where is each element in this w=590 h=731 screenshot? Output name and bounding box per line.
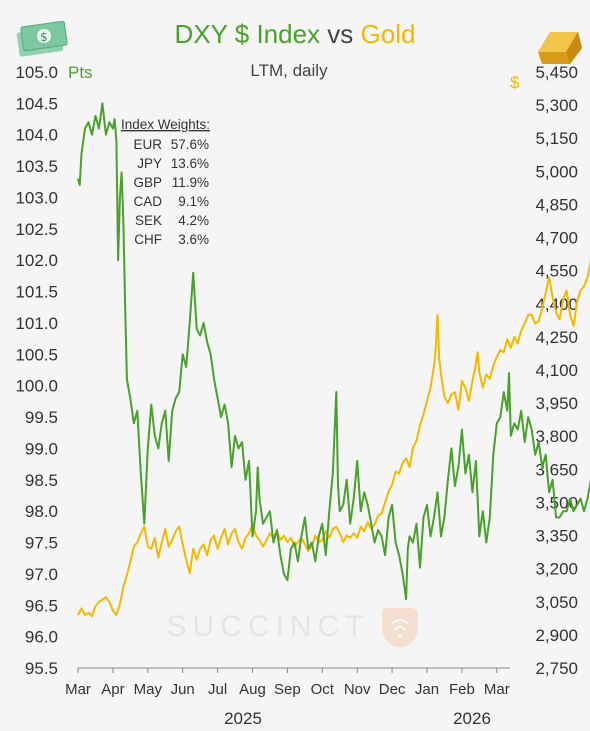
- right-tick-label: 3,950: [535, 394, 578, 413]
- x-tick-label: Dec: [379, 681, 406, 698]
- left-tick-label: 97.5: [25, 534, 58, 553]
- chart-title: DXY $ Index vs Gold: [175, 19, 416, 49]
- left-tick-label: 95.5: [25, 659, 58, 678]
- right-tick-label: 5,450: [535, 63, 578, 82]
- x-tick-label: Nov: [344, 681, 371, 698]
- left-tick-label: 104.0: [15, 126, 58, 145]
- weight-value: 3.6%: [178, 232, 209, 247]
- x-tick-label: May: [134, 681, 163, 698]
- left-tick-label: 102.0: [15, 251, 58, 270]
- gold-series-line: [77, 259, 590, 618]
- weight-code: SEK: [135, 213, 162, 228]
- x-tick-label: Aug: [239, 681, 266, 698]
- series-layer: [77, 102, 590, 618]
- left-tick-label: 101.0: [15, 314, 58, 333]
- left-tick-label: 104.5: [15, 94, 58, 113]
- chart-subtitle: LTM, daily: [250, 61, 328, 80]
- title-gold: Gold: [361, 19, 416, 49]
- weight-value: 13.6%: [171, 156, 209, 171]
- left-tick-label: 99.5: [25, 408, 58, 427]
- left-tick-label: 97.0: [25, 565, 58, 584]
- x-tick-label: Apr: [101, 681, 124, 698]
- weight-value: 9.1%: [178, 194, 209, 209]
- right-tick-label: 3,050: [535, 593, 578, 612]
- svg-text:$: $: [40, 30, 48, 44]
- left-tick-label: 105.0: [15, 63, 58, 82]
- gold-bar-icon: [538, 32, 582, 64]
- dxy-series-line: [77, 102, 590, 600]
- left-tick-label: 101.5: [15, 283, 58, 302]
- left-tick-label: 103.5: [15, 157, 58, 176]
- x-tick-label: Sep: [274, 681, 301, 698]
- right-tick-label: 2,750: [535, 659, 578, 678]
- dollar-bills-icon: $: [16, 20, 68, 57]
- weight-code: JPY: [137, 156, 162, 171]
- right-tick-label: 5,000: [535, 162, 578, 181]
- x-tick-label: Jun: [171, 681, 195, 698]
- weight-value: 11.9%: [172, 175, 209, 190]
- year-label: 2026: [453, 709, 491, 728]
- left-tick-label: 96.5: [25, 596, 58, 615]
- weight-code: CAD: [133, 194, 162, 209]
- left-tick-label: 98.5: [25, 471, 58, 490]
- left-tick-label: 102.5: [15, 220, 58, 239]
- right-axis-unit: $: [510, 73, 520, 92]
- right-tick-label: 3,200: [535, 560, 578, 579]
- right-tick-label: 2,900: [535, 626, 578, 645]
- right-tick-label: 4,700: [535, 229, 578, 248]
- right-tick-label: 4,250: [535, 328, 578, 347]
- watermark-logo-icon: [382, 608, 418, 648]
- right-tick-label: 4,850: [535, 195, 578, 214]
- x-tick-label: Jul: [208, 681, 227, 698]
- x-tick-label: Jan: [415, 681, 439, 698]
- left-tick-label: 98.0: [25, 502, 58, 521]
- left-tick-label: 100.5: [15, 345, 58, 364]
- x-tick-label: Oct: [311, 681, 335, 698]
- right-tick-label: 4,100: [535, 361, 578, 380]
- left-tick-label: 99.0: [25, 439, 58, 458]
- right-tick-label: 4,550: [535, 262, 578, 281]
- weight-value: 57.6%: [171, 137, 209, 152]
- right-tick-label: 3,800: [535, 427, 578, 446]
- x-tick-label: Feb: [449, 681, 475, 698]
- right-tick-label: 5,150: [535, 129, 578, 148]
- x-tick-label: Mar: [484, 681, 510, 698]
- x-tick-label: Mar: [65, 681, 91, 698]
- right-tick-label: 3,350: [535, 527, 578, 546]
- weight-value: 4.2%: [178, 213, 209, 228]
- index-weights-heading: Index Weights:: [121, 117, 210, 132]
- title-dxy: DXY $ Index: [175, 19, 321, 49]
- left-tick-label: 100.0: [15, 377, 58, 396]
- left-tick-label: 96.0: [25, 628, 58, 647]
- weight-code: CHF: [134, 232, 162, 247]
- index-weights-box: Index Weights: EUR 57.6% JPY 13.6% GBP 11.9% C…: [121, 117, 210, 247]
- weight-code: GBP: [133, 175, 162, 190]
- left-tick-label: 103.0: [15, 188, 58, 207]
- weight-code: EUR: [133, 137, 162, 152]
- left-axis-unit: Pts: [68, 63, 93, 82]
- year-label: 2025: [224, 709, 262, 728]
- right-tick-label: 5,300: [535, 96, 578, 115]
- axes: 105.0 104.5 104.0 103.5 103.0 102.5 102.0 101.5…: [15, 63, 578, 728]
- watermark-text: SUCCINCT: [167, 610, 370, 643]
- title-vs: vs: [327, 19, 353, 49]
